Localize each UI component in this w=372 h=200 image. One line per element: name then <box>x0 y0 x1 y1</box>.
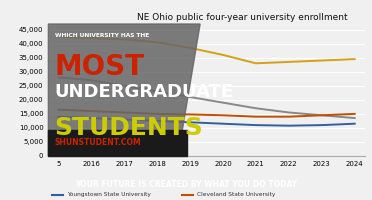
Text: NE Ohio public four-year university enrollment: NE Ohio public four-year university enro… <box>137 13 347 22</box>
Text: STUDENTS: STUDENTS <box>55 116 203 140</box>
Text: UNDERGRADUATE: UNDERGRADUATE <box>55 83 234 101</box>
Text: Cleveland State University: Cleveland State University <box>197 192 276 197</box>
Text: YOUR FUTURE IS CREATED BY WHAT YOU DO TODAY: YOUR FUTURE IS CREATED BY WHAT YOU DO TO… <box>75 180 297 189</box>
Polygon shape <box>48 24 200 156</box>
Text: SHUNSTUDENT.COM: SHUNSTUDENT.COM <box>55 138 141 147</box>
Text: MOST: MOST <box>55 53 145 81</box>
Text: WHICH UNIVERSITY HAS THE: WHICH UNIVERSITY HAS THE <box>55 33 149 38</box>
Text: Youngstown State University: Youngstown State University <box>67 192 151 197</box>
Bar <box>48 130 187 156</box>
